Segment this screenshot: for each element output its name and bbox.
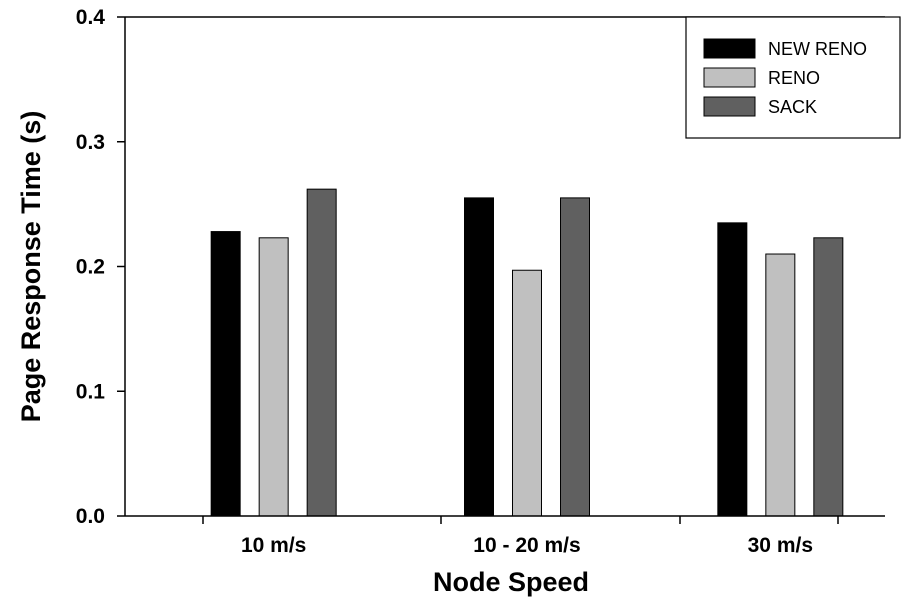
x-axis-title: Node Speed xyxy=(433,567,589,597)
bar-sack xyxy=(560,197,590,517)
legend-label: NEW RENO xyxy=(768,39,867,59)
bars-layer xyxy=(210,188,844,517)
bar-new-reno xyxy=(717,222,748,517)
y-tick-label: 0.0 xyxy=(76,505,105,528)
x-tick-label: 30 m/s xyxy=(748,534,813,557)
legend-swatch xyxy=(703,67,756,88)
y-tick-label: 0.1 xyxy=(76,380,106,403)
bar-reno xyxy=(512,269,542,517)
bar-sack xyxy=(306,188,337,517)
legend-label: SACK xyxy=(768,97,817,117)
y-tick-label: 0.2 xyxy=(76,256,105,279)
bar-reno xyxy=(765,253,796,517)
bar-sack xyxy=(813,237,844,517)
ticks-layer: 0.0 0.1 0.2 0.3 0.4 10 m/s 10 - 20 m/s 30 m/s xyxy=(76,6,839,557)
y-tick-label: 0.4 xyxy=(76,6,106,29)
legend-swatch xyxy=(703,96,756,117)
legend-label: RENO xyxy=(768,68,820,88)
legend: NEW RENO RENO SACK xyxy=(685,16,901,139)
legend-swatch xyxy=(703,38,756,59)
x-tick-label: 10 m/s xyxy=(241,534,306,557)
bar-reno xyxy=(258,237,289,517)
x-tick-label: 10 - 20 m/s xyxy=(473,534,580,557)
bar-new-reno xyxy=(210,231,241,517)
bar-new-reno xyxy=(464,197,494,517)
y-tick-label: 0.3 xyxy=(76,131,105,154)
y-axis-title: Page Response Time (s) xyxy=(16,111,46,423)
